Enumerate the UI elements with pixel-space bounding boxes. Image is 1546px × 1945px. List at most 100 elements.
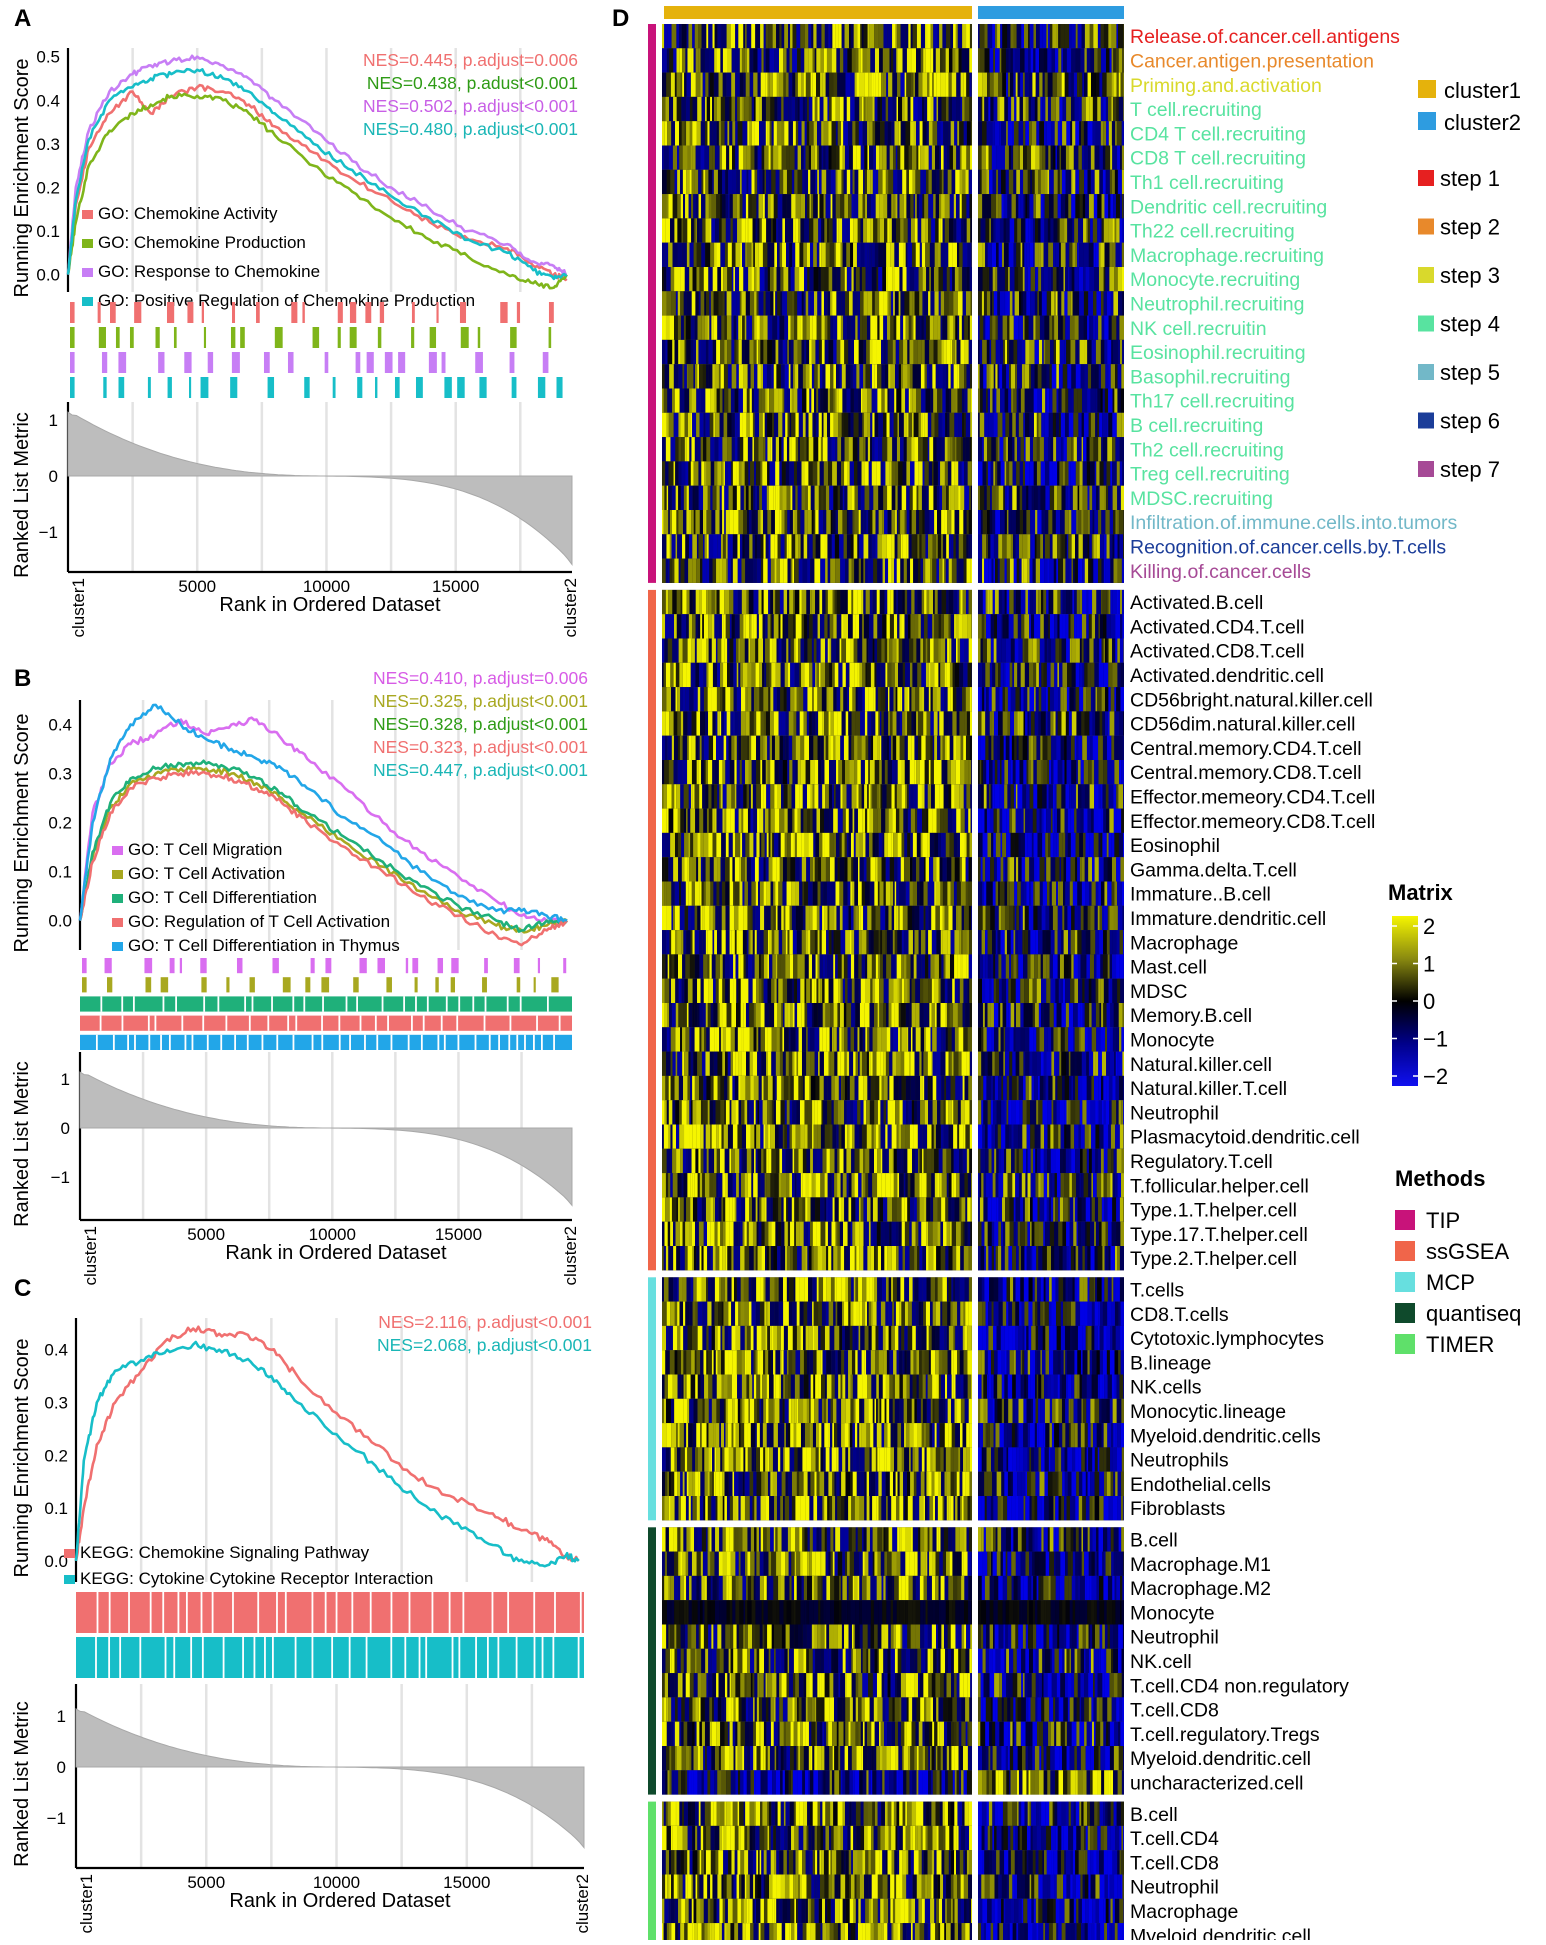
heatmap-cell	[767, 340, 772, 364]
heatmap-cell	[880, 121, 885, 145]
hit-gap	[387, 1016, 389, 1031]
heatmap-cell	[905, 663, 910, 687]
heatmap-cell	[1078, 218, 1083, 242]
heatmap-cell	[1002, 590, 1005, 614]
heatmap-cell	[1102, 639, 1104, 663]
heatmap-cell	[1076, 687, 1080, 711]
hit-gap	[508, 1035, 510, 1050]
heatmap-cell	[1010, 73, 1013, 97]
heatmap-cell	[1001, 121, 1006, 145]
heatmap-cell	[822, 170, 827, 194]
heatmap-cell	[754, 146, 757, 170]
heatmap-cell	[912, 534, 916, 558]
heatmap-cell	[854, 663, 858, 687]
heatmap-cell	[990, 48, 994, 72]
legend-label: GO: T Cell Differentiation	[128, 888, 317, 907]
heatmap-cell	[1020, 486, 1023, 510]
hit-mark	[305, 977, 310, 992]
heatmap-cell	[727, 24, 731, 48]
heatmap-cell	[895, 291, 899, 315]
heatmap-cell	[957, 316, 959, 340]
hit-mark	[436, 302, 438, 323]
hit-gap	[356, 996, 358, 1011]
heatmap-cell	[1034, 413, 1037, 437]
heatmap-cell	[678, 364, 682, 388]
heatmap-cell	[722, 614, 724, 638]
heatmap-cell	[963, 243, 968, 267]
hit-mark	[70, 352, 75, 373]
heatmap-cell	[1101, 389, 1103, 413]
heatmap-cell	[837, 590, 840, 614]
heatmap-cell	[765, 614, 767, 638]
heatmap-cell	[1115, 121, 1117, 145]
heatmap-cell	[1019, 559, 1021, 583]
heatmap-cell	[881, 687, 884, 711]
heatmap-cell	[745, 559, 749, 583]
heatmap-cell	[892, 437, 897, 461]
heatmap-cell	[1074, 590, 1077, 614]
heatmap-cell	[776, 218, 778, 242]
heatmap-cell	[763, 534, 765, 558]
heatmap-cell	[662, 291, 667, 315]
heatmap-cell	[896, 389, 901, 413]
heatmap-cell	[748, 639, 750, 663]
heatmap-cell	[958, 614, 962, 638]
heatmap-cell	[1027, 687, 1029, 711]
heatmap-cell	[883, 486, 887, 510]
heatmap-cell	[978, 48, 980, 72]
heatmap-cell	[745, 24, 747, 48]
heatmap-cell	[1013, 170, 1016, 194]
heatmap-cell	[1094, 267, 1099, 291]
heatmap-cell	[750, 639, 755, 663]
heatmap-cell	[785, 534, 787, 558]
hit-gap	[244, 996, 246, 1011]
heatmap-cell	[835, 663, 839, 687]
heatmap-cell	[939, 194, 941, 218]
heatmap-cell	[693, 97, 698, 121]
heatmap-cell	[1037, 461, 1041, 485]
heatmap-cell	[807, 267, 809, 291]
heatmap-cell	[883, 170, 886, 194]
heatmap-row-label: CD8 T cell.recruiting	[1130, 148, 1306, 170]
heatmap-cell	[883, 461, 885, 485]
heatmap-cell	[769, 486, 774, 510]
heatmap-cell	[1028, 267, 1031, 291]
heatmap-cell	[736, 243, 741, 267]
heatmap-cell	[832, 146, 836, 170]
heatmap-cell	[785, 510, 788, 534]
heatmap-cell	[947, 639, 949, 663]
heatmap-cell	[731, 340, 734, 364]
heatmap-cell	[1010, 267, 1015, 291]
heatmap-cell	[712, 146, 715, 170]
heatmap-cell	[708, 614, 712, 638]
heatmap-cell	[887, 218, 889, 242]
heatmap-cell	[926, 639, 928, 663]
heatmap-cell	[804, 437, 807, 461]
heatmap-cell	[705, 97, 707, 121]
heatmap-cell	[836, 760, 838, 784]
heatmap-cell	[896, 48, 898, 72]
heatmap-cell	[713, 486, 717, 510]
heatmap-cell	[756, 711, 760, 735]
heatmap-cell	[940, 413, 942, 437]
heatmap-cell	[898, 510, 900, 534]
heatmap-cell	[872, 389, 876, 413]
heatmap-cell	[878, 267, 882, 291]
heatmap-cell	[756, 510, 758, 534]
heatmap-cell	[670, 437, 675, 461]
heatmap-cell	[957, 243, 959, 267]
heatmap-cell	[907, 687, 909, 711]
heatmap-cell	[746, 413, 749, 437]
heatmap-cell	[850, 218, 853, 242]
heatmap-cell	[836, 24, 838, 48]
heatmap-cell	[884, 218, 887, 242]
heatmap-cell	[841, 437, 844, 461]
heatmap-cell	[996, 243, 999, 267]
heatmap-cell	[956, 146, 960, 170]
heatmap-cell	[778, 534, 781, 558]
heatmap-cell	[796, 736, 801, 760]
heatmap-cell	[1031, 146, 1035, 170]
heatmap-cell	[757, 291, 759, 315]
heatmap-cell	[775, 590, 780, 614]
heatmap-cell	[680, 413, 684, 437]
